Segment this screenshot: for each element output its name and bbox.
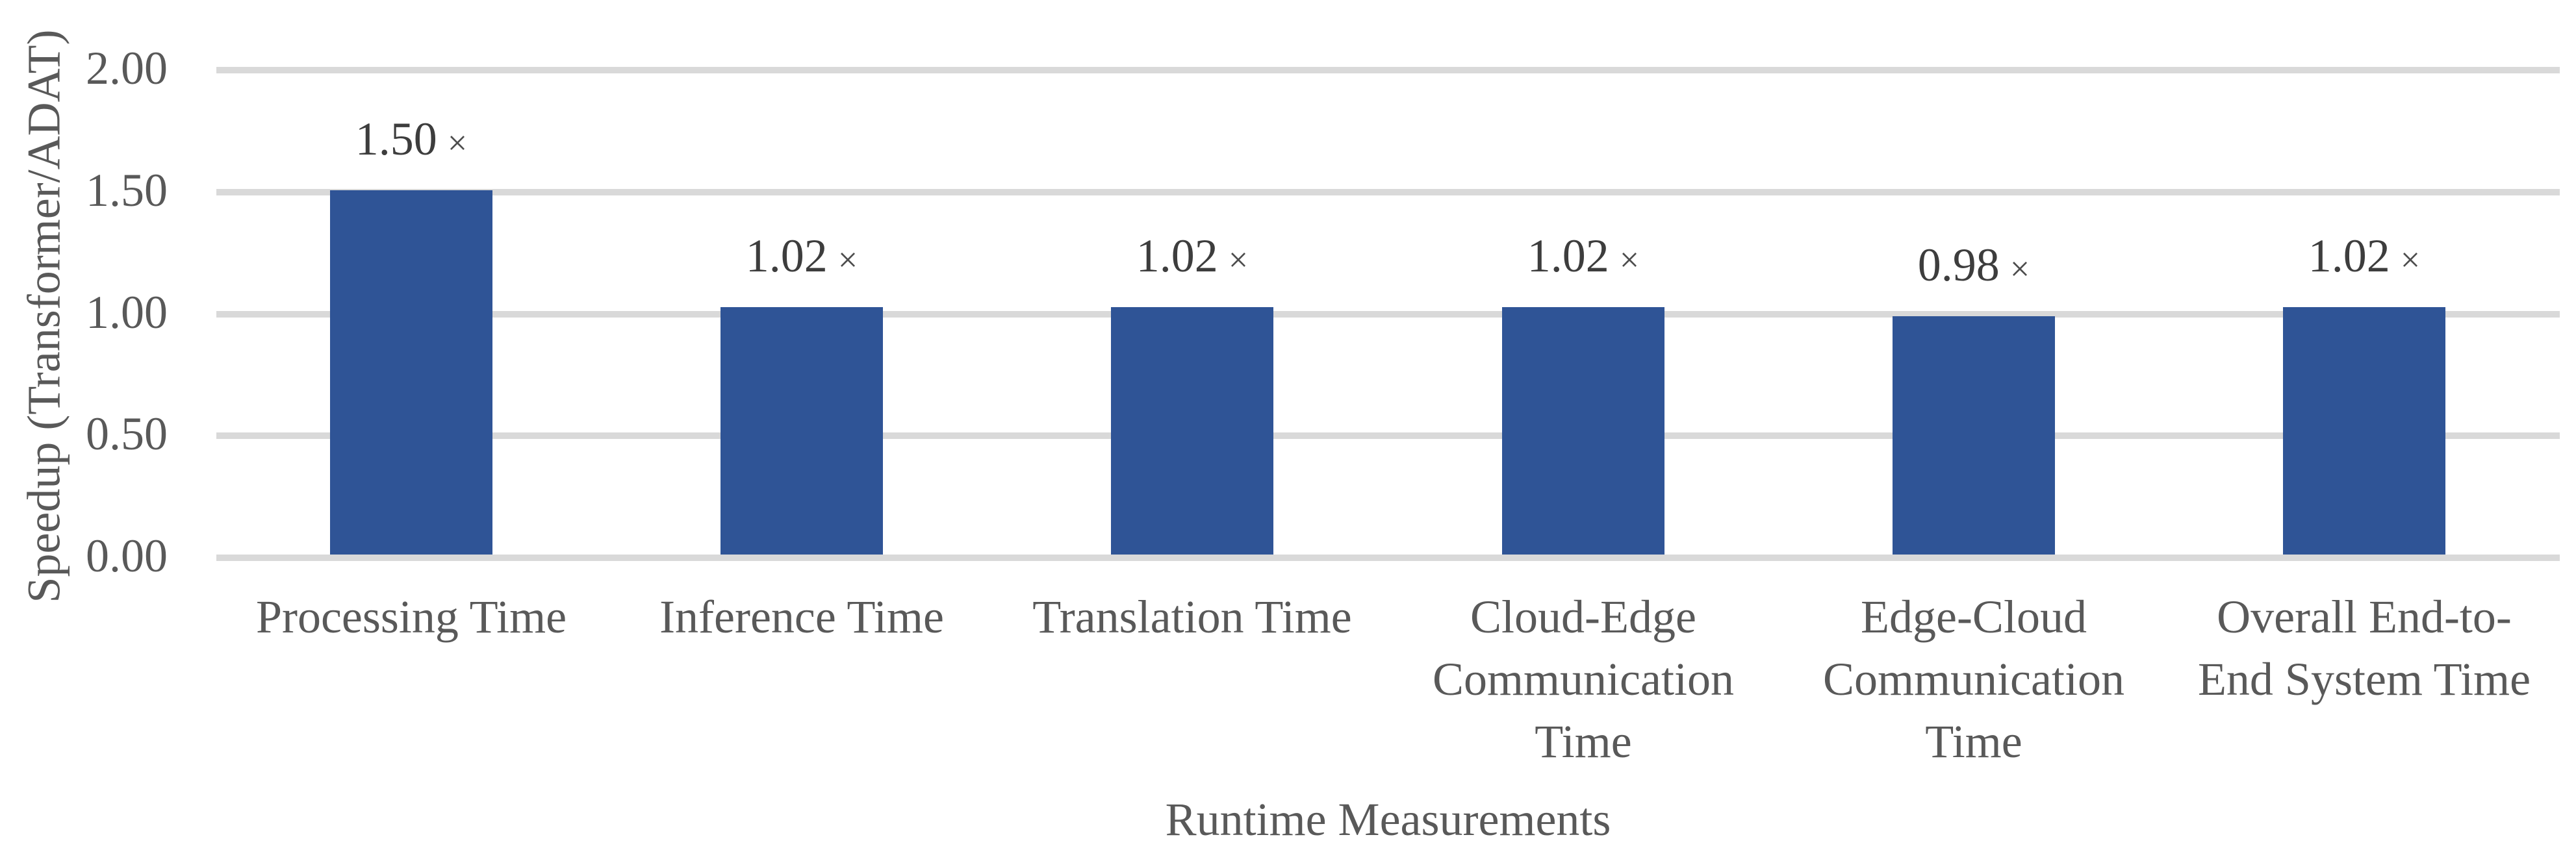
bar-value-number: 1.02	[1136, 230, 1218, 282]
y-tick-label: 1.00	[86, 286, 168, 338]
bar-value-number: 0.98	[1917, 239, 2000, 291]
category-label-line: Cloud-Edge	[1470, 591, 1696, 643]
category-label: Translation Time	[1004, 586, 1381, 648]
category-label-line: Time	[1535, 716, 1632, 767]
y-tick-label: 0.50	[86, 408, 168, 460]
multiply-sign: ×	[2400, 240, 2421, 279]
x-axis-title: Runtime Measurements	[1165, 793, 1611, 845]
gridline	[216, 67, 2560, 73]
y-tick-label: 2.00	[86, 42, 168, 94]
y-tick-label: 0.00	[86, 530, 168, 582]
category-label-line: Communication	[1823, 653, 2124, 705]
category-label-line: Overall End-to-	[2217, 591, 2512, 643]
y-tick-label: 1.50	[86, 164, 168, 216]
multiply-sign: ×	[447, 123, 468, 162]
category-label-line: Time	[1925, 716, 2022, 767]
gridline	[216, 188, 2560, 195]
category-label-line: Edge-Cloud	[1861, 591, 2087, 643]
bar-5	[1893, 316, 2055, 555]
multiply-sign: ×	[1228, 240, 1249, 279]
bar-value-label: 1.02 ×	[997, 225, 1387, 287]
bar-value-number: 1.50	[355, 113, 437, 165]
bar-3	[1111, 307, 1273, 555]
gridline	[216, 555, 2560, 561]
category-label: Edge-Cloud Communication Time	[1785, 586, 2162, 773]
category-label: Cloud-Edge Communication Time	[1395, 586, 1772, 773]
bar-4	[1502, 307, 1664, 555]
bar-1	[330, 190, 492, 555]
bar-value-label: 1.02 ×	[607, 225, 997, 287]
multiply-sign: ×	[1619, 240, 1640, 279]
bar-value-label: 0.98 ×	[1779, 234, 2169, 296]
category-label-line: Translation Time	[1032, 591, 1352, 643]
category-label: Overall End-to- End System Time	[2176, 586, 2553, 710]
category-label-line: Inference Time	[659, 591, 944, 643]
bar-value-label: 1.50 ×	[216, 108, 606, 170]
bar-value-number: 1.02	[1527, 230, 1609, 282]
category-label: Inference Time	[613, 586, 990, 648]
bar-2	[721, 307, 883, 555]
bar-value-number: 1.02	[2308, 230, 2390, 282]
multiply-sign: ×	[837, 240, 858, 279]
category-label-line: Processing Time	[255, 591, 567, 643]
bar-6	[2283, 307, 2445, 555]
gridline	[216, 310, 2560, 318]
multiply-sign: ×	[2009, 249, 2030, 288]
bar-value-label: 1.02 ×	[2169, 225, 2559, 287]
bar-value-number: 1.02	[745, 230, 828, 282]
bar-value-label: 1.02 ×	[1388, 225, 1778, 287]
gridline	[216, 432, 2560, 440]
category-label-line: End System Time	[2197, 653, 2531, 705]
category-label-line: Communication	[1433, 653, 1734, 705]
category-label: Processing Time	[223, 586, 600, 648]
